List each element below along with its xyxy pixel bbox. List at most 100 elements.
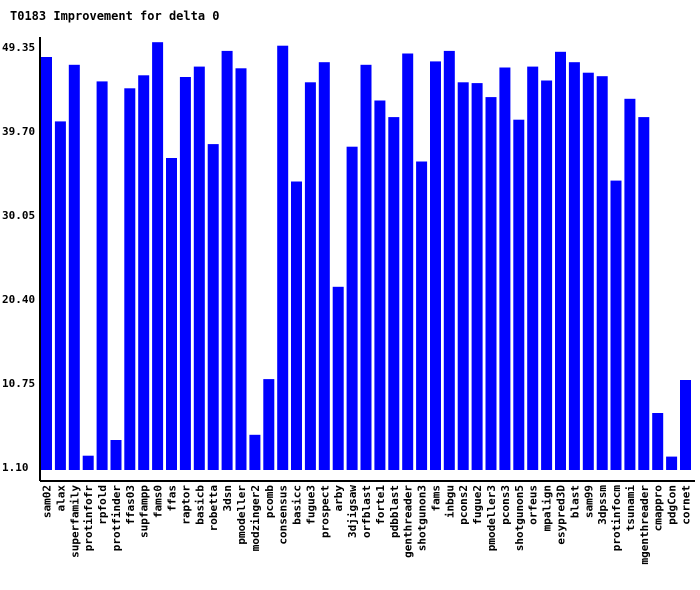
x-tick-label: superfamily	[68, 485, 81, 558]
x-tick-label: 3dpssm	[596, 485, 609, 525]
x-tick-label: 3djigsaw	[346, 485, 359, 538]
bar-arby	[332, 286, 344, 470]
x-tick-label: cornet	[680, 485, 693, 525]
y-tick-label: 20.40	[2, 293, 35, 306]
x-tick-label: fams	[430, 485, 443, 512]
y-tick-label: 30.05	[2, 209, 35, 222]
x-tick-label: genthreader	[402, 485, 415, 558]
bar-mpalign	[541, 80, 553, 470]
bar-fams	[430, 61, 441, 471]
x-tick-label: forte1	[374, 485, 387, 525]
bar-orfeus	[527, 66, 539, 470]
bar-protinfofr	[82, 455, 94, 470]
chart-title: T0183 Improvement for delta 0	[10, 9, 220, 23]
x-tick-label: sam99	[582, 485, 595, 518]
x-tick-label: alax	[54, 485, 67, 512]
x-tick-label: orfeus	[527, 485, 540, 525]
bar-pcomb	[263, 379, 275, 470]
bar-protinfocm	[610, 180, 622, 470]
x-tick-label: mgenthreader	[638, 485, 651, 565]
bar-pdbblast	[388, 117, 400, 470]
bar-protfinder	[110, 440, 122, 470]
bar-cornet	[680, 380, 691, 470]
bar-pcons3	[499, 67, 511, 470]
bar-superfamily	[68, 64, 80, 471]
bar-blast	[568, 62, 580, 470]
bars-group	[41, 42, 691, 471]
bar-orfblast	[360, 64, 372, 471]
x-tick-label: prospect	[318, 485, 331, 538]
bar-ffas	[166, 158, 177, 470]
bar-modzinger2	[249, 434, 261, 470]
x-tick-label: pdbblast	[388, 485, 401, 538]
x-tick-label: fugue3	[304, 485, 317, 525]
bar-mgenthreader	[638, 117, 650, 470]
x-tick-label: cmappro	[652, 485, 665, 532]
bar-pmodeller3	[485, 97, 497, 470]
x-tick-label: 3dsn	[221, 485, 234, 512]
bar-pdgCon	[666, 456, 678, 470]
x-tick-label: consensus	[277, 485, 290, 545]
x-tick-label: protinfocm	[610, 485, 623, 552]
x-tick-label: ffas	[166, 485, 179, 512]
bar-3dsn	[221, 50, 233, 471]
x-tick-label: shotgunon3	[416, 485, 429, 551]
bar-3dpssm	[596, 76, 608, 470]
bar-ffas03	[124, 88, 136, 471]
x-axis-labels: sam02 alax superfamily protinfofr rpfold prot…	[41, 485, 693, 565]
x-tick-label: supfampp	[138, 485, 151, 538]
bar-sam02	[41, 57, 52, 470]
y-tick-label: 49.35	[2, 41, 35, 54]
x-tick-label: protfinder	[110, 485, 123, 552]
bar-alax	[54, 121, 66, 471]
x-tick-label: tsunami	[624, 485, 637, 532]
bar-fugue2	[471, 83, 483, 470]
x-tick-label: modzinger2	[249, 485, 262, 551]
x-tick-label: protinfofr	[82, 485, 95, 552]
x-tick-label: robetta	[207, 485, 220, 531]
y-tick-label: 1.10	[2, 461, 29, 474]
bar-pcons2	[457, 82, 469, 471]
bar-esypred3D	[555, 51, 566, 471]
bar-basicb	[193, 66, 205, 470]
x-tick-label: sam02	[41, 485, 54, 518]
bar-sam99	[582, 72, 594, 470]
bar-pmodeller	[235, 68, 247, 471]
x-tick-label: fams0	[152, 485, 165, 518]
bar-fams0	[152, 42, 164, 470]
x-tick-label: basicc	[291, 485, 304, 525]
x-tick-label: basicb	[193, 485, 206, 525]
bar-raptor	[179, 77, 191, 470]
bar-inbgu	[443, 50, 455, 471]
x-tick-label: raptor	[179, 485, 192, 525]
bar-forte1	[374, 100, 386, 470]
x-tick-label: esypred3D	[555, 485, 568, 545]
bar-shotgunon3	[416, 161, 428, 470]
bar-supfampp	[138, 75, 150, 471]
y-tick-label: 39.70	[2, 125, 35, 138]
bar-prospect	[318, 62, 330, 470]
x-tick-label: pmodeller3	[485, 485, 498, 551]
x-tick-label: pcomb	[263, 485, 276, 518]
x-tick-label: pcons3	[499, 485, 512, 525]
x-tick-label: fugue2	[471, 485, 484, 525]
x-tick-label: pmodeller	[235, 485, 248, 545]
x-tick-label: pcons2	[457, 485, 470, 525]
x-tick-label: pdgCon	[666, 485, 679, 525]
bar-cmappro	[652, 413, 664, 470]
x-tick-label: mpalign	[541, 485, 554, 531]
x-tick-label: blast	[568, 485, 581, 518]
bar-rpfold	[96, 81, 108, 471]
x-tick-label: orfblast	[360, 485, 373, 538]
bar-basicc	[291, 181, 302, 470]
bar-consensus	[277, 45, 289, 470]
bar-robetta	[207, 144, 219, 470]
bar-shotgunon5	[513, 119, 525, 470]
y-axis-ticks: 1.10 10.75 20.40 30.05 39.70 49.35	[2, 41, 35, 474]
x-tick-label: inbgu	[443, 485, 456, 518]
bar-genthreader	[402, 53, 414, 470]
x-tick-label: arby	[332, 485, 345, 512]
y-tick-label: 10.75	[2, 377, 35, 390]
x-tick-label: ffas03	[124, 485, 137, 525]
